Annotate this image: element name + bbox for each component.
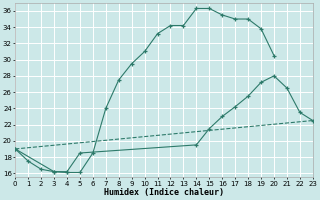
X-axis label: Humidex (Indice chaleur): Humidex (Indice chaleur) <box>104 188 224 197</box>
